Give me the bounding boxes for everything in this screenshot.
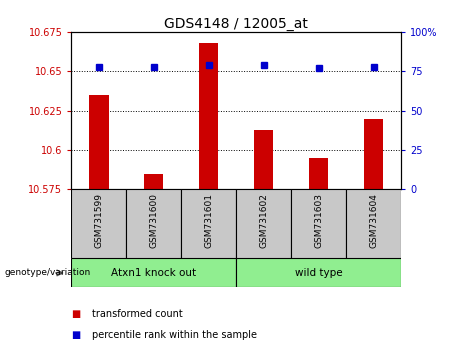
Bar <box>291 189 346 258</box>
Bar <box>199 43 219 189</box>
Bar <box>254 130 273 189</box>
Bar <box>181 189 236 258</box>
Text: transformed count: transformed count <box>92 309 183 319</box>
Text: percentile rank within the sample: percentile rank within the sample <box>92 330 257 340</box>
Bar <box>364 119 383 189</box>
Bar <box>144 173 164 189</box>
Bar <box>71 189 126 258</box>
Text: GSM731600: GSM731600 <box>149 193 159 248</box>
Text: Atxn1 knock out: Atxn1 knock out <box>111 268 196 278</box>
Bar <box>236 258 401 287</box>
Text: wild type: wild type <box>295 268 343 278</box>
Text: ■: ■ <box>71 309 81 319</box>
Text: GSM731604: GSM731604 <box>369 193 378 248</box>
Text: ■: ■ <box>71 330 81 340</box>
Title: GDS4148 / 12005_at: GDS4148 / 12005_at <box>164 17 308 31</box>
Text: GSM731602: GSM731602 <box>259 193 268 248</box>
Bar <box>89 95 108 189</box>
Bar <box>309 158 328 189</box>
Text: genotype/variation: genotype/variation <box>5 268 91 278</box>
Text: GSM731601: GSM731601 <box>204 193 213 248</box>
Bar <box>236 189 291 258</box>
Bar <box>346 189 401 258</box>
Text: GSM731599: GSM731599 <box>95 193 103 248</box>
Text: GSM731603: GSM731603 <box>314 193 323 248</box>
Bar <box>126 189 181 258</box>
Bar <box>71 258 236 287</box>
